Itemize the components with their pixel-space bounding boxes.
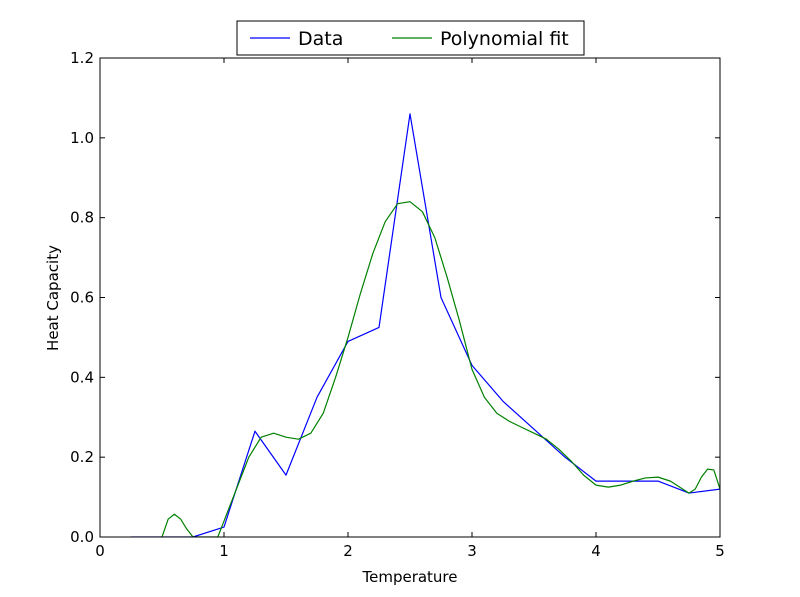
legend-label-data: Data [298,28,343,50]
legend-label-fit: Polynomial fit [440,28,569,50]
y-tick-label: 0.4 [70,368,94,386]
y-tick-label: 1.0 [70,129,94,147]
y-axis-label: Heat Capacity [44,245,62,351]
series-line-data [131,113,720,537]
x-tick-label: 3 [467,542,477,560]
ticks-layer: 0 1 2 3 4 5 0.0 0.2 0.4 0.6 0.8 1.0 1.2 [70,49,725,560]
y-tick-label: 0.6 [70,289,94,307]
x-axis-label: Temperature [361,568,457,586]
x-tick-label: 1 [219,542,229,560]
x-tick-label: 5 [715,542,725,560]
series-layer [131,113,720,537]
x-tick-label: 0 [95,542,105,560]
y-tick-label: 0.0 [70,528,94,546]
y-tick-label: 1.2 [70,49,94,67]
legend: Data Polynomial fit [236,20,585,56]
x-tick-label: 4 [591,542,601,560]
y-tick-label: 0.8 [70,209,94,227]
x-tick-label: 2 [343,542,353,560]
y-tick-label: 0.2 [70,448,94,466]
series-line-polynomial-fit [161,201,720,537]
